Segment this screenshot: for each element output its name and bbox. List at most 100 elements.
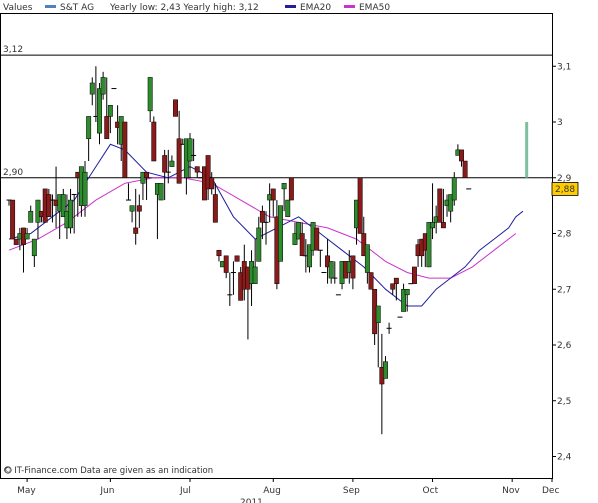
candle-body	[437, 188, 443, 223]
candle-body	[357, 177, 363, 234]
candle-body	[462, 160, 468, 178]
legend-values-label: Values	[3, 3, 33, 13]
candle-body	[46, 194, 52, 218]
candle-body	[368, 272, 374, 290]
candle-body	[314, 227, 320, 251]
legend-item-st-ag: S&T AG	[60, 3, 94, 13]
candle-body	[328, 261, 334, 279]
candle-body	[448, 194, 454, 212]
candle-body	[223, 255, 229, 273]
y-axis: 3,1 3 2,9 2,8 2,7 2,6 2,5 2,4	[552, 62, 572, 463]
candle-body	[209, 177, 215, 190]
y-tick-label: 2,5	[557, 397, 571, 407]
candle-body	[158, 183, 164, 201]
candle-body	[173, 99, 178, 117]
copyright-icon	[4, 466, 12, 474]
candle-body	[194, 166, 200, 173]
x-tick-label: May	[17, 486, 36, 496]
candle-body	[147, 77, 153, 112]
candle-body	[212, 194, 218, 223]
candle-body	[122, 121, 128, 178]
candle-body	[162, 155, 168, 173]
candle-body	[278, 205, 283, 262]
candle-body	[24, 233, 30, 240]
x-tick-label: Oct	[423, 486, 439, 496]
candle-body	[440, 222, 446, 229]
candle-body	[401, 289, 407, 312]
legend-item-ema20: EMA20	[300, 3, 331, 13]
x-tick-label: Aug	[263, 486, 281, 496]
candle-body	[60, 194, 66, 218]
candle-body	[281, 183, 287, 190]
y-tick-label: 2,8	[557, 230, 572, 240]
candle-body	[256, 227, 262, 262]
candle-body	[350, 255, 356, 279]
candle-body	[216, 249, 222, 257]
footer-note: © IT-Finance.com Data are given as an in…	[3, 466, 213, 476]
ema50-series-line	[8, 177, 517, 279]
x-tick-label: Dec	[542, 486, 559, 496]
candle-body	[100, 77, 106, 95]
x-tick-label: Jul	[179, 486, 191, 496]
candlestick-series	[6, 66, 472, 435]
candle-body	[285, 199, 291, 218]
candle-body	[259, 210, 265, 223]
candle-body	[97, 88, 102, 134]
candle-body	[136, 205, 142, 212]
candle-body	[404, 289, 410, 296]
candle-body	[205, 155, 211, 190]
y-tick-label: 2,4	[557, 453, 572, 463]
candle-body	[270, 188, 276, 201]
last-price-value: 2,88	[555, 185, 575, 195]
candle-body	[86, 116, 92, 139]
resistance-label: 2,90	[3, 168, 23, 178]
reference-lines	[1, 54, 552, 179]
candle-body	[430, 222, 435, 229]
candle-body	[426, 222, 432, 268]
x-axis: May Jun Jul Aug Sep Oct Nov Dec	[17, 478, 559, 496]
ema20-series-line	[8, 143, 524, 307]
candle-body	[151, 121, 157, 162]
last-price-box	[551, 181, 579, 196]
candle-body	[383, 361, 388, 379]
candle-body	[107, 105, 113, 117]
candle-body	[169, 160, 175, 167]
y-tick-label: 2,6	[557, 341, 572, 351]
candle-body	[176, 138, 182, 184]
candle-body	[364, 244, 370, 273]
candle-body	[133, 227, 139, 234]
candle-body	[393, 277, 399, 284]
candle-body	[31, 238, 37, 257]
candle-body	[10, 199, 16, 240]
candle-body	[375, 305, 381, 323]
candle-body	[89, 82, 95, 95]
candle-body	[252, 266, 258, 284]
candle-body	[144, 171, 150, 179]
x-tick-label: Jun	[99, 486, 114, 496]
year-label: 2011	[240, 498, 263, 503]
legend-item-yearly-range: Yearly low: 2,43 Yearly high: 3,12	[109, 3, 259, 13]
x-tick-label: Nov	[502, 486, 520, 496]
candle-body	[129, 205, 135, 212]
candle-body	[288, 177, 294, 201]
x-tick-label: Sep	[343, 486, 360, 496]
candle-body	[104, 116, 110, 139]
y-tick-label: 3	[557, 118, 563, 128]
candle-body	[451, 177, 457, 201]
footer: © IT-Finance.com Data are given as an in…	[3, 466, 263, 503]
candle-body	[307, 244, 312, 268]
candle-body	[411, 266, 417, 284]
candle-body	[296, 222, 302, 240]
yearly-high-label: 3,12	[3, 45, 23, 55]
candle-body	[28, 210, 34, 223]
candle-body	[82, 171, 88, 206]
candle-body	[68, 199, 73, 229]
candle-body	[299, 233, 305, 257]
y-tick-label: 2,9	[557, 174, 572, 184]
candle-body	[13, 238, 19, 245]
candle-body	[234, 255, 240, 262]
y-tick-label: 3,1	[557, 62, 571, 72]
last-price-marker: 2,88	[551, 181, 579, 196]
legend-item-ema50: EMA50	[359, 3, 390, 13]
